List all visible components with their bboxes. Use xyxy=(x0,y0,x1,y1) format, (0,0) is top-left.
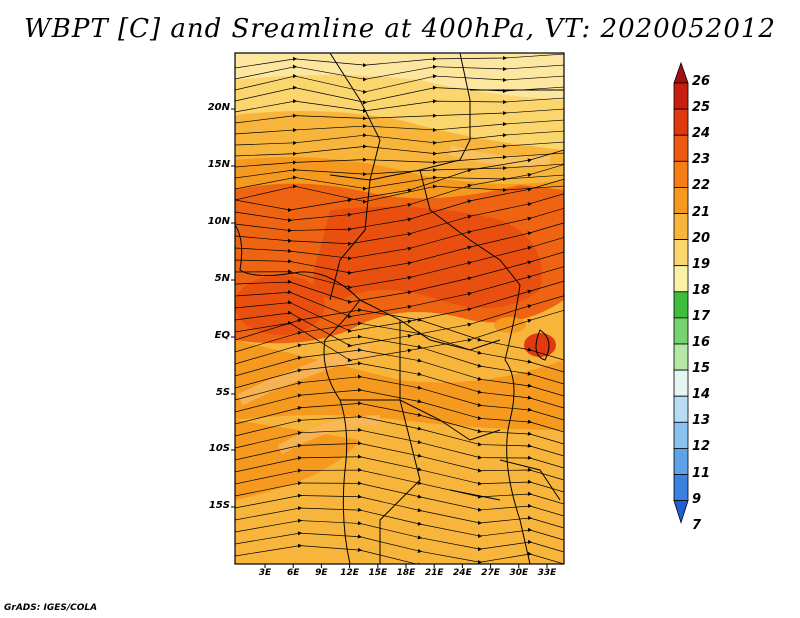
colorbar-top-arrow xyxy=(673,61,689,84)
streamline xyxy=(235,64,564,82)
colorbar-segment xyxy=(673,343,689,371)
lat-label: 10S xyxy=(208,443,230,454)
colorbar-label: 18 xyxy=(692,282,711,298)
lon-label: 24E xyxy=(453,568,472,578)
lon-label: 6E xyxy=(286,568,300,578)
colorbar-label: 22 xyxy=(692,178,711,194)
streamline xyxy=(235,130,564,146)
colorbar-segment xyxy=(673,160,689,188)
colorbar-segment xyxy=(673,369,689,397)
colorbar-label: 26 xyxy=(692,74,711,89)
lon-label: 27E xyxy=(481,568,500,578)
grads-credit: GrADS: IGES/COLA xyxy=(4,603,98,613)
streamline xyxy=(235,141,564,157)
colorbar-segment xyxy=(673,474,689,502)
colorbar-label: 11 xyxy=(692,465,711,481)
colorbar-segment xyxy=(673,291,689,319)
colorbar-label: 21 xyxy=(692,204,711,220)
colorbar-segment xyxy=(673,108,689,136)
lon-label: 12E xyxy=(340,568,359,578)
colorbar-label: 20 xyxy=(692,230,711,246)
streamline xyxy=(235,97,564,114)
colorbar-label: 19 xyxy=(692,256,711,272)
lat-label: 15N xyxy=(207,159,230,170)
colorbar-label: 7 xyxy=(692,517,702,533)
streamline xyxy=(235,73,564,95)
colorbar-segment xyxy=(673,265,689,293)
colorbar-segment xyxy=(673,395,689,423)
streamline xyxy=(235,119,564,135)
lon-label: 33E xyxy=(537,568,557,578)
colorbar-segment xyxy=(673,421,689,449)
map-frame xyxy=(234,52,565,565)
lon-label: 3E xyxy=(258,568,272,578)
streamline xyxy=(235,108,564,124)
colorbar-label: 24 xyxy=(692,126,711,142)
lat-label: 5S xyxy=(215,387,230,398)
axis-ticks xyxy=(231,108,548,568)
lat-label: EQ xyxy=(214,330,230,341)
colorbar-segment xyxy=(673,213,689,241)
lon-label: 15E xyxy=(368,568,388,578)
colorbar xyxy=(673,61,689,524)
lat-label: 10N xyxy=(207,216,230,227)
colorbar-segment xyxy=(673,134,689,162)
colorbar-label: 16 xyxy=(692,335,711,350)
colorbar-label: 15 xyxy=(692,361,711,377)
lat-label: 15S xyxy=(208,500,230,511)
colorbar-label: 12 xyxy=(692,439,711,455)
lon-label: 30E xyxy=(509,568,529,578)
colorbar-segment xyxy=(673,239,689,267)
colorbar-label: 14 xyxy=(692,387,711,403)
lon-label: 18E xyxy=(396,568,416,578)
streamline xyxy=(235,53,564,69)
colorbar-label: 17 xyxy=(692,308,711,324)
colorbar-label: 13 xyxy=(692,413,711,429)
colorbar-bottom-arrow xyxy=(673,500,689,524)
lat-label: 5N xyxy=(214,273,230,284)
streamline xyxy=(235,543,533,564)
map-title: WBPT [C] and Sreamline at 400hPa, VT: 20… xyxy=(24,14,776,44)
country-borders xyxy=(235,53,564,564)
colorbar-label: 23 xyxy=(692,152,711,168)
colorbar-segment xyxy=(673,186,689,214)
colorbar-segment xyxy=(673,317,689,345)
lon-label: 9E xyxy=(315,568,328,578)
colorbar-segment xyxy=(673,82,689,110)
colorbar-label: 25 xyxy=(692,100,711,116)
colorbar-label: 9 xyxy=(692,491,702,507)
lon-label: 21E xyxy=(424,568,444,578)
lat-label: 20N xyxy=(207,102,230,113)
colorbar-segment xyxy=(673,447,689,475)
